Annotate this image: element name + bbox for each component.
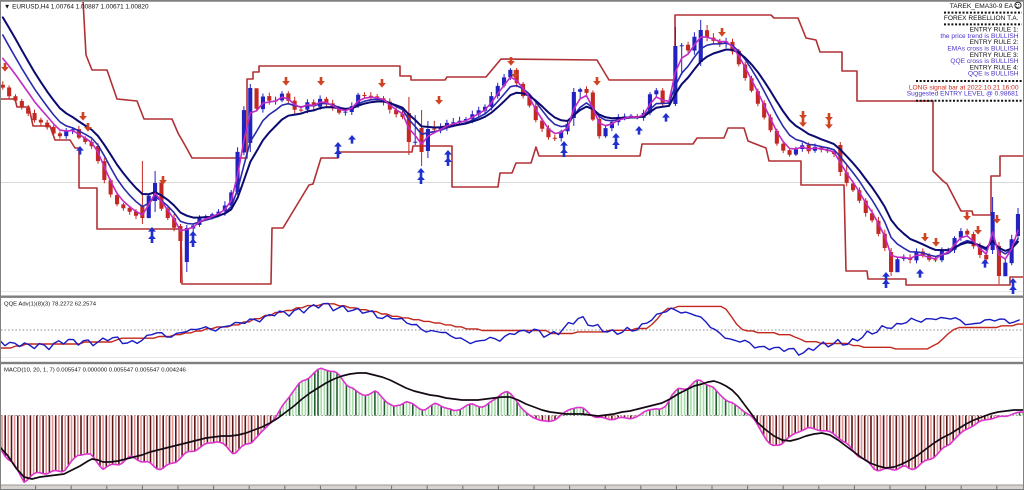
svg-text:ENTRY RULE 2:: ENTRY RULE 2:: [970, 39, 1019, 46]
svg-text:the price trend is BULLISH: the price trend is BULLISH: [940, 33, 1018, 40]
svg-text:QQE cross is BULLISH: QQE cross is BULLISH: [950, 58, 1018, 65]
svg-text:ENTRY RULE 1:: ENTRY RULE 1:: [970, 27, 1019, 34]
svg-text:TAREK_EMA30-9 EA: TAREK_EMA30-9 EA: [950, 3, 1014, 10]
svg-text:QQE Adv(1)(8)(3) 78.2272 62.25: QQE Adv(1)(8)(3) 78.2272 62.2574: [4, 302, 97, 308]
svg-text:MACD(10, 20, 1, 7) 0.005547 0.: MACD(10, 20, 1, 7) 0.005547 0.000000 0.0…: [4, 368, 186, 374]
svg-text:Suggested ENTRY LEVEL @ 0.9868: Suggested ENTRY LEVEL @ 0.98681: [907, 91, 1019, 98]
svg-text:ENTRY RULE 3:: ENTRY RULE 3:: [970, 52, 1019, 59]
svg-text:▼ EURUSD,H4 1.00764 1.00887 1: ▼ EURUSD,H4 1.00764 1.00887 1.00671 1.00…: [4, 3, 149, 10]
svg-text:LONG signal bar at 2022.10.21: LONG signal bar at 2022.10.21 16:00: [909, 84, 1019, 91]
svg-text:FOREX REBELLION T.A.: FOREX REBELLION T.A.: [944, 15, 1019, 22]
svg-text:EMAs cross is BULLISH: EMAs cross is BULLISH: [947, 46, 1018, 53]
svg-text:QQE is BULLISH: QQE is BULLISH: [968, 71, 1019, 78]
svg-text:ENTRY RULE 4:: ENTRY RULE 4:: [970, 64, 1019, 71]
